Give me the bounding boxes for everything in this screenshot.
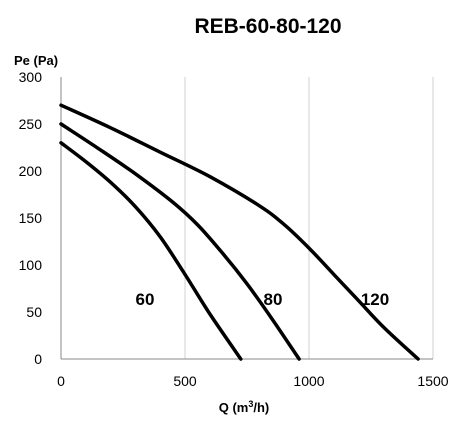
series [59,103,420,361]
y-tick-label: 200 [19,163,43,179]
x-axis-title: Q (m3/h) [219,399,270,415]
series-80-label: 80 [264,290,283,309]
series-80-line [59,122,301,361]
tick-labels: 0 500 1000 1500 0 50 100 150 200 250 300 [19,69,449,389]
curve-labels: 60 80 120 [136,290,390,309]
y-tick-label: 100 [19,257,43,273]
y-tick-label: 250 [19,116,43,132]
y-tick-label: 0 [34,351,42,367]
series-60-label: 60 [136,290,155,309]
series-120-label: 120 [361,290,389,309]
series-60-line [59,141,243,361]
y-tick-label: 150 [19,210,43,226]
x-tick-label: 0 [57,373,65,389]
x-tick-label: 1500 [417,373,448,389]
y-tick-label: 50 [26,304,42,320]
chart-title: REB-60-80-120 [194,15,341,38]
grid [60,77,434,360]
x-tick-label: 500 [173,373,197,389]
y-axis-title: Pe (Pa) [14,53,58,68]
x-tick-label: 1000 [293,373,324,389]
series-120-line [59,103,420,361]
y-tick-label: 300 [19,69,43,85]
